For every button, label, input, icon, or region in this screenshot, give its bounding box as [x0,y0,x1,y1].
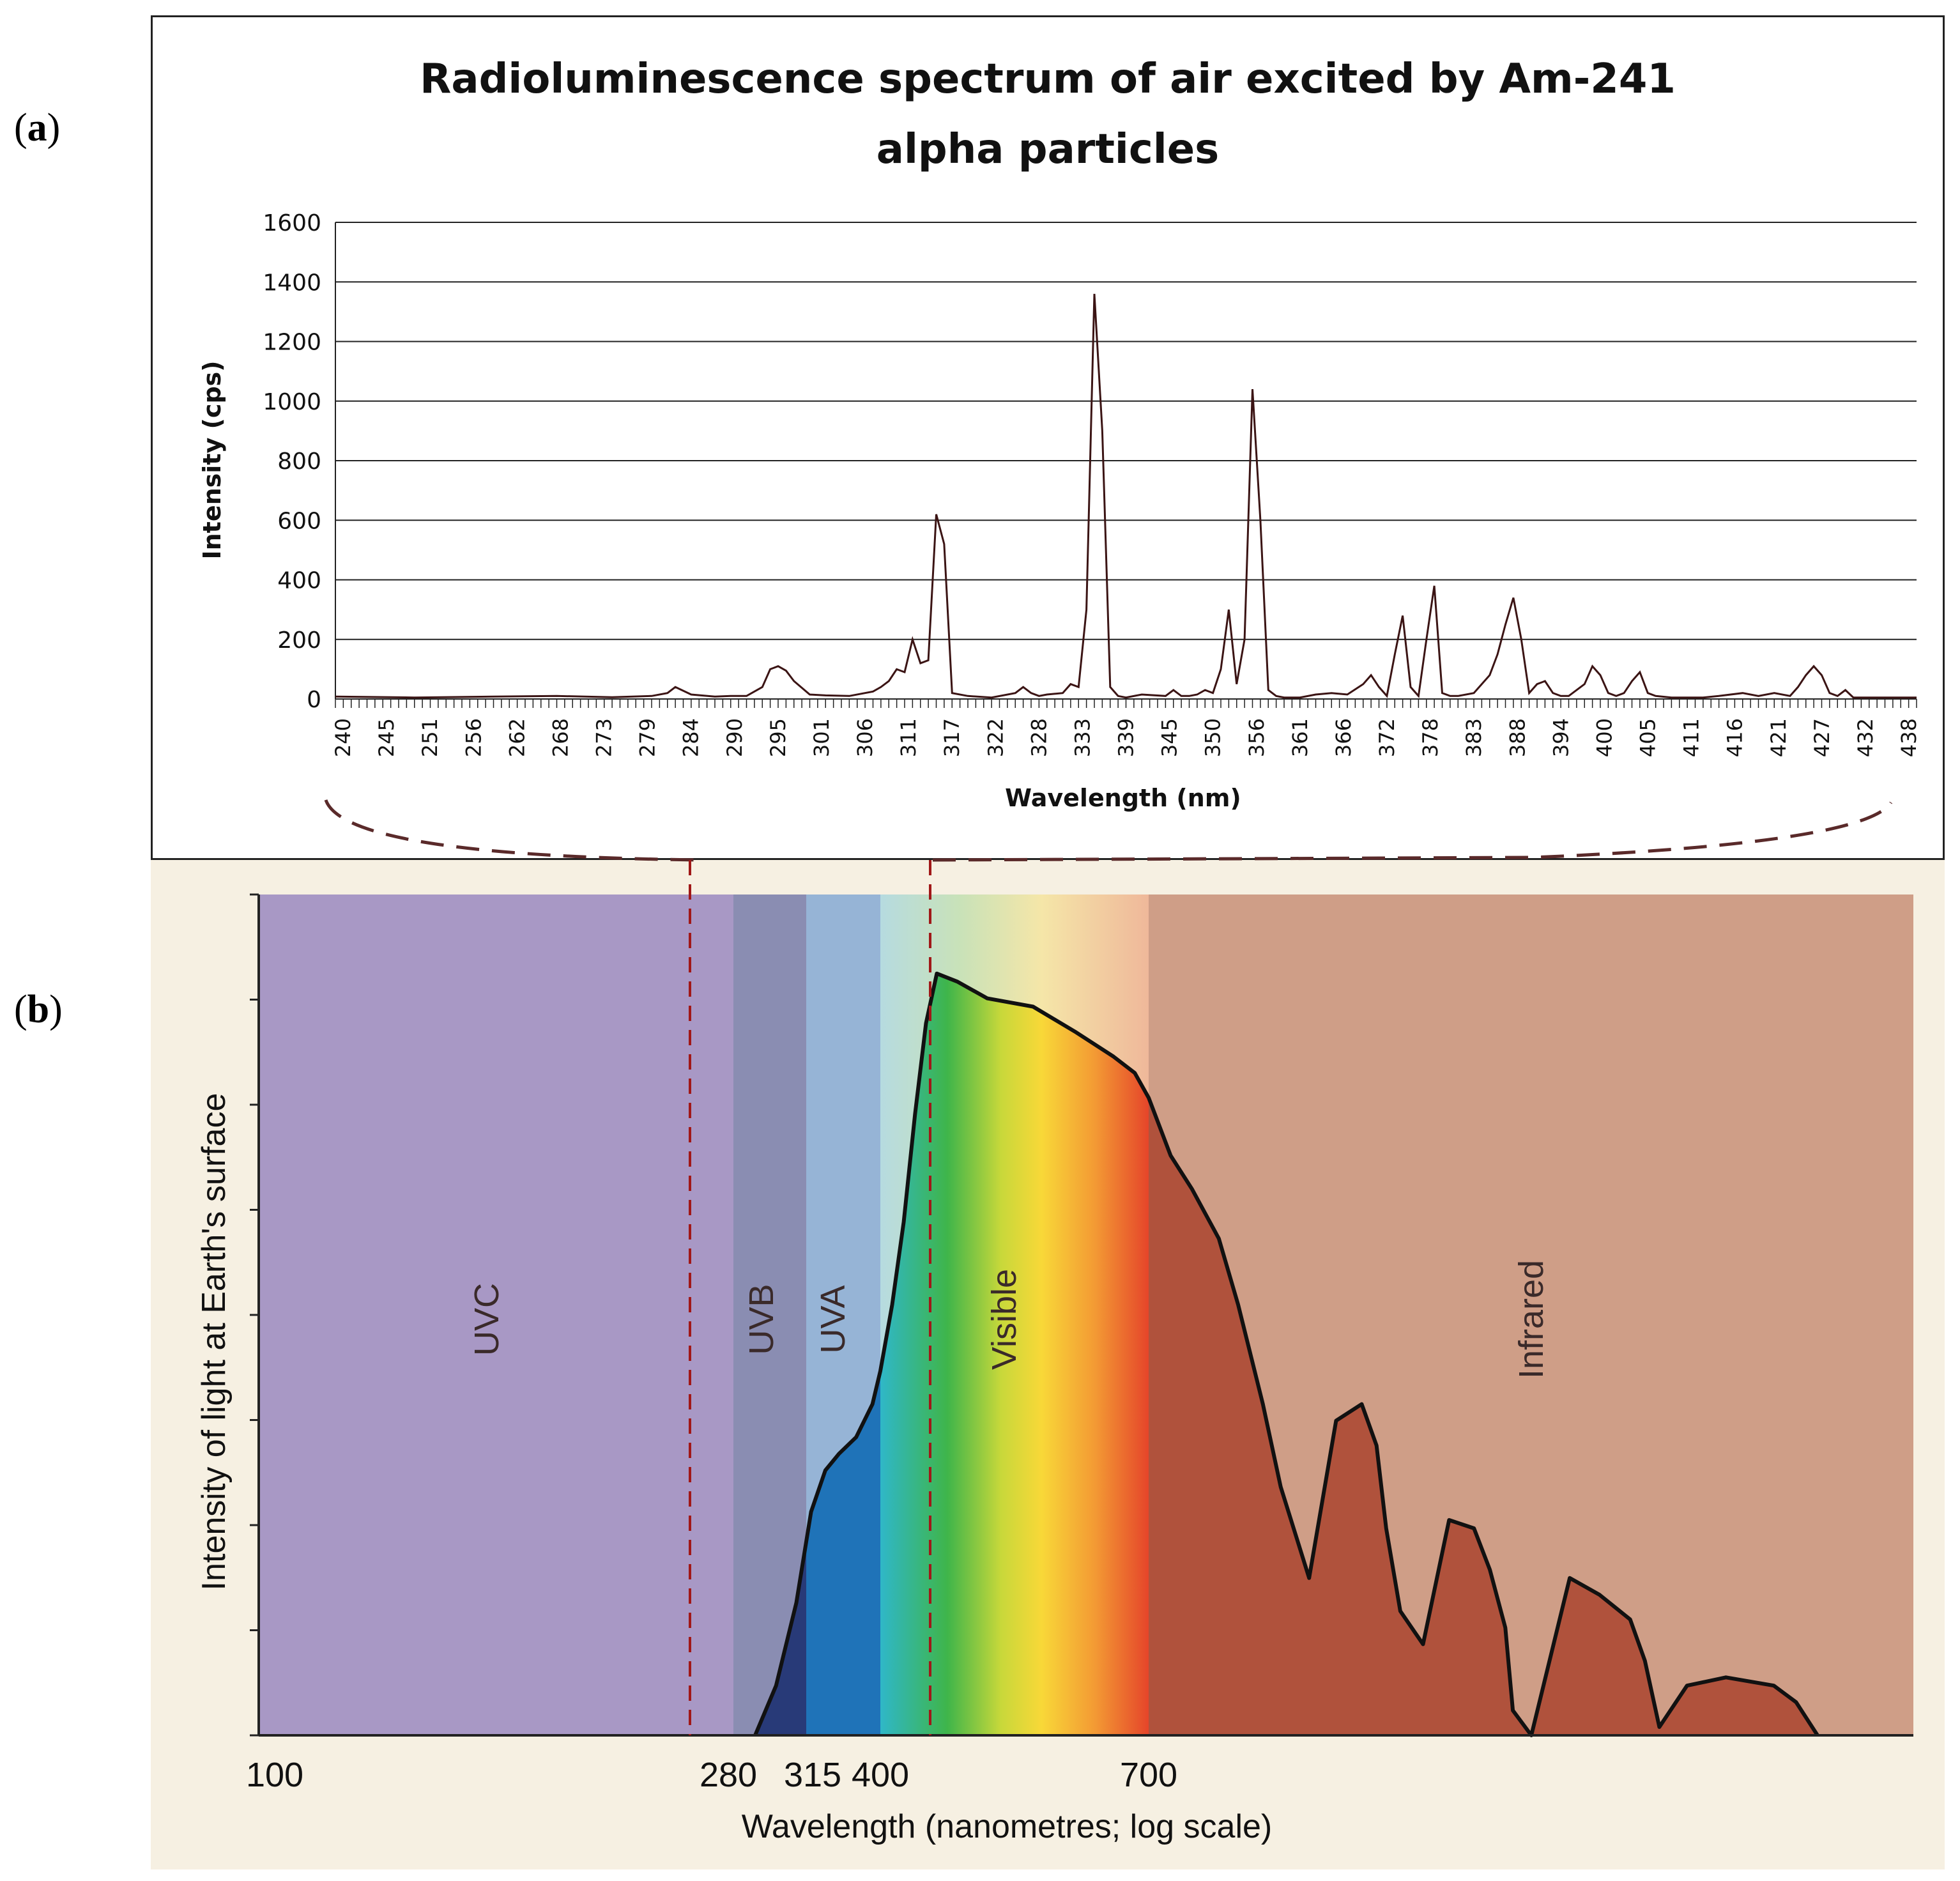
x-axis-label: Wavelength (nanometres; log scale) [742,1808,1272,1845]
panel-a-frame [151,15,1945,860]
x-axis-label: Wavelength (nm) [1005,784,1241,812]
y-tick-1400: 1400 [263,270,321,296]
x-tick-279: 279 [636,718,660,757]
x-tick-345: 345 [1158,718,1182,757]
visible-area [880,973,1149,1735]
y-tick-marks [250,893,259,1737]
y-tick-labels: 0 200 400 600 800 1000 1200 1400 1600 [263,210,321,713]
x-tick-311: 311 [896,718,921,757]
x-tick-256: 256 [461,718,486,757]
x-tick-322: 322 [983,718,1007,757]
band-label-uvc: UVC [468,1283,506,1356]
y-tick-1000: 1000 [263,389,321,415]
y-tick-800: 800 [277,449,321,475]
x-tick-432: 432 [1853,718,1878,757]
x-tick-438: 438 [1897,718,1921,757]
x-tick-394: 394 [1549,718,1573,757]
x-tick-333: 333 [1070,718,1094,757]
band-uvc [259,894,733,1735]
panel-label-b: (b) [14,988,63,1031]
y-axis-label: Intensity of light at Earth's surface [195,1093,233,1591]
band-uvb [733,894,806,1735]
x-tick-361: 361 [1288,718,1312,757]
x-tick-317: 317 [940,718,964,757]
x-tick-388: 388 [1505,718,1529,757]
band-label-uvb: UVB [742,1284,781,1355]
x-tick-240: 240 [331,718,355,757]
x-tick-350: 350 [1201,718,1225,757]
x-tick-378: 378 [1418,718,1443,757]
panel-a-chart: Radioluminescence spectrum of air excite… [198,56,1921,862]
spectrum-bands [259,894,1913,1735]
band-labels: UVC UVB UVA Visible Infrared [468,1260,1550,1379]
x-tick-372: 372 [1375,718,1399,757]
x-tick-labels: 240 245 251 256 262 268 273 279 284 290 295 301 306 3… [331,699,1921,757]
x-tick-315: 315 [784,1756,841,1794]
y-gridlines [335,222,1917,700]
zoom-bracket [324,799,1893,862]
x-tick-400: 400 [1592,718,1616,757]
band-label-uva: UVA [814,1285,852,1353]
x-tick-411: 411 [1680,718,1704,757]
y-tick-400: 400 [277,568,321,594]
band-label-visible: Visible [985,1269,1023,1370]
panel-b-chart: UVC UVB UVA Visible Infrared 100 280 315 400 700 W… [195,860,1913,1845]
x-tick-356: 356 [1244,718,1269,757]
x-tick-262: 262 [505,718,529,757]
x-tick-273: 273 [592,718,616,757]
chart-title-line2: alpha particles [877,126,1219,173]
chart-title-line1: Radioluminescence spectrum of air excite… [420,56,1676,103]
x-tick-268: 268 [548,718,572,757]
panel-label-b-letter: b [27,988,50,1031]
panel-label-a-letter: a [27,106,47,150]
solar-spectrum-area [753,971,1819,1737]
x-tick-339: 339 [1114,718,1138,757]
y-tick-1200: 1200 [263,330,321,356]
y-tick-0: 0 [307,687,321,713]
x-tick-280: 280 [700,1756,757,1794]
x-tick-427: 427 [1810,718,1834,757]
y-tick-600: 600 [277,508,321,534]
x-tick-366: 366 [1331,718,1356,757]
x-tick-700: 700 [1120,1756,1177,1794]
x-tick-100: 100 [246,1756,303,1794]
x-tick-290: 290 [723,718,747,757]
x-tick-383: 383 [1462,718,1486,757]
x-tick-labels: 100 280 315 400 700 [246,1756,1177,1794]
x-tick-301: 301 [809,718,834,757]
x-tick-284: 284 [679,718,703,757]
x-tick-245: 245 [374,718,399,757]
y-axis-label: Intensity (cps) [198,360,226,559]
x-tick-400: 400 [852,1756,909,1794]
x-tick-306: 306 [853,718,877,757]
y-tick-1600: 1600 [263,210,321,236]
x-tick-421: 421 [1766,718,1791,757]
spectrum-line [335,293,1917,699]
band-label-infrared: Infrared [1512,1260,1550,1379]
x-tick-405: 405 [1636,718,1660,757]
x-tick-295: 295 [766,718,790,757]
x-tick-328: 328 [1027,718,1051,757]
x-tick-416: 416 [1723,718,1747,757]
y-tick-200: 200 [277,627,321,654]
x-tick-251: 251 [418,718,442,757]
panel-label-a: (a) [14,106,61,150]
